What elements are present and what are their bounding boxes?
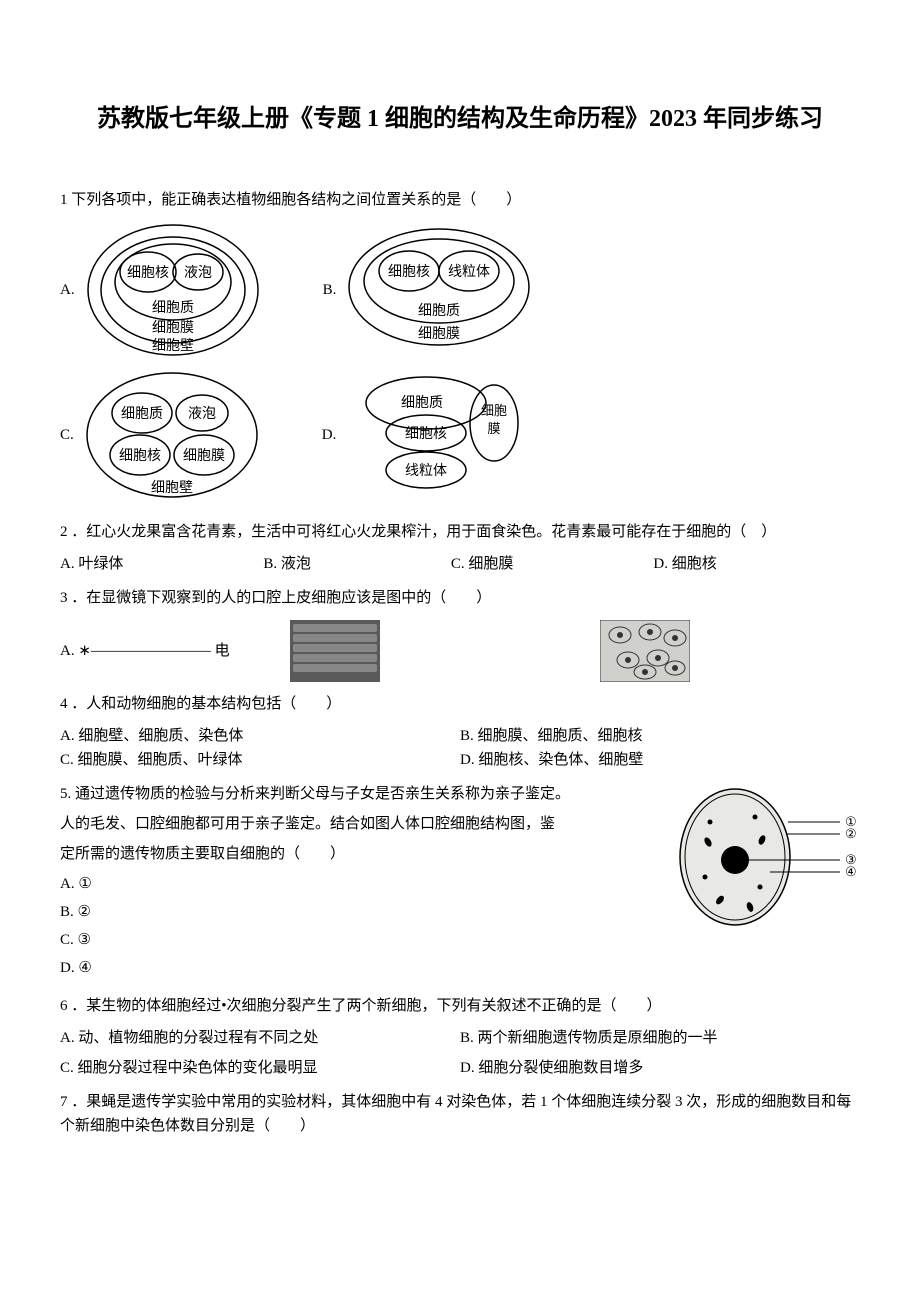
label-2: ②	[845, 826, 857, 841]
q1-option-a: A. 细胞核 液泡 细胞质 细胞膜 细胞壁	[60, 220, 263, 360]
question-2: 2 ．红心火龙果富含花青素，生活中可将红心火龙果榨汁，用于面食染色。花青素最可能…	[60, 520, 860, 576]
cell-diagram-a: 细胞核 液泡 细胞质 细胞膜 细胞壁	[83, 220, 263, 360]
q7-text: 7 ．果蝇是遗传学实验中常用的实验材料，其体细胞中有 4 对染色体，若 1 个体…	[60, 1090, 860, 1138]
text-nucleus: 细胞核	[388, 264, 430, 280]
q2-opt-c: C. 细胞膜	[451, 552, 514, 576]
q4-opt-d: D. 细胞核、染色体、细胞壁	[460, 748, 860, 772]
cell-diagram-d: 细胞质 细胞 膜 细胞核 线粒体	[344, 365, 534, 505]
text-membrane: 细胞膜	[152, 320, 194, 336]
q1-option-b: B. 细胞核 线粒体 细胞质 细胞膜	[323, 220, 535, 360]
question-6: 6 ．某生物的体细胞经过•次细胞分裂产生了两个新细胞，下列有关叙述不正确的是（ …	[60, 994, 860, 1080]
text-cytoplasm: 细胞质	[401, 395, 443, 411]
option-label-c: C.	[60, 423, 74, 447]
q3-image-d	[600, 620, 690, 682]
q6-opt-c: C. 细胞分裂过程中染色体的变化最明显	[60, 1056, 460, 1080]
q6-text: 6 ．某生物的体细胞经过•次细胞分裂产生了两个新细胞，下列有关叙述不正确的是（ …	[60, 994, 860, 1018]
text-wall: 细胞壁	[152, 338, 194, 354]
label-4: ④	[845, 864, 857, 879]
question-1: 1 下列各项中，能正确表达植物细胞各结构之间位置关系的是（ ） A. 细胞核 液…	[60, 188, 860, 510]
q4-opt-b: B. 细胞膜、细胞质、细胞核	[460, 724, 860, 748]
question-3: 3 ．在显微镜下观察到的人的口腔上皮细胞应该是图中的（ ） A. ∗——————…	[60, 586, 860, 682]
text-membrane-2: 膜	[488, 421, 501, 436]
text-mito: 线粒体	[405, 463, 447, 479]
question-5: 5. 通过遗传物质的检验与分析来判断父母与子女是否亲生关系称为亲子鉴定。 人的毛…	[60, 782, 860, 984]
option-label-b: B.	[323, 278, 337, 302]
text-vacuole: 液泡	[188, 406, 216, 422]
q2-opt-b: B. 液泡	[263, 552, 311, 576]
q4-text: 4 ．人和动物细胞的基本结构包括（ ）	[60, 692, 860, 716]
text-nucleus: 细胞核	[405, 426, 447, 442]
q2-text: 2 ．红心火龙果富含花青素，生活中可将红心火龙果榨汁，用于面食染色。花青素最可能…	[60, 520, 860, 544]
text-mito: 线粒体	[448, 264, 490, 280]
q1-text: 1 下列各项中，能正确表达植物细胞各结构之间位置关系的是（ ）	[60, 188, 860, 212]
text-membrane: 细胞膜	[418, 326, 460, 342]
page-title: 苏教版七年级上册《专题 1 细胞的结构及生命历程》2023 年同步练习	[60, 100, 860, 138]
q1-option-d: D. 细胞质 细胞 膜 细胞核 线粒体	[322, 365, 535, 505]
q5-opt-c: C. ③	[60, 928, 640, 952]
q5-cell-figure: ① ② ③ ④	[660, 782, 860, 932]
text-membrane-1: 细胞	[481, 403, 507, 418]
q4-opt-a: A. 细胞壁、细胞质、染色体	[60, 724, 460, 748]
q6-opt-b: B. 两个新细胞遗传物质是原细胞的一半	[460, 1026, 860, 1050]
text-cytoplasm: 细胞质	[418, 303, 460, 319]
text-vacuole: 液泡	[184, 265, 212, 281]
q5-opt-d: D. ④	[60, 956, 640, 980]
text-nucleus: 细胞核	[127, 265, 169, 281]
q6-opt-a: A. 动、植物细胞的分裂过程有不同之处	[60, 1026, 460, 1050]
question-7: 7 ．果蝇是遗传学实验中常用的实验材料，其体细胞中有 4 对染色体，若 1 个体…	[60, 1090, 860, 1138]
question-4: 4 ．人和动物细胞的基本结构包括（ ） A. 细胞壁、细胞质、染色体 B. 细胞…	[60, 692, 860, 772]
q1-option-c: C. 细胞质 液泡 细胞核 细胞膜 细胞壁	[60, 365, 262, 505]
option-label-a: A.	[60, 278, 75, 302]
q2-opt-d: D. 细胞核	[653, 552, 716, 576]
q3-text: 3 ．在显微镜下观察到的人的口腔上皮细胞应该是图中的（ ）	[60, 586, 860, 610]
text-wall: 细胞壁	[151, 480, 193, 496]
q2-opt-a: A. 叶绿体	[60, 552, 123, 576]
q6-opt-d: D. 细胞分裂使细胞数目增多	[460, 1056, 860, 1080]
q5-line2: 人的毛发、口腔细胞都可用于亲子鉴定。结合如图人体口腔细胞结构图，鉴	[60, 812, 640, 836]
cell-diagram-c: 细胞质 液泡 细胞核 细胞膜 细胞壁	[82, 365, 262, 505]
q5-opt-a: A. ①	[60, 872, 640, 896]
q5-line1: 5. 通过遗传物质的检验与分析来判断父母与子女是否亲生关系称为亲子鉴定。	[60, 782, 640, 806]
q3-image-b	[290, 620, 380, 682]
q3-opt-a: A. ∗———————— 电	[60, 639, 230, 663]
text-cytoplasm: 细胞质	[152, 300, 194, 316]
option-label-d: D.	[322, 423, 337, 447]
cell-diagram-b: 细胞核 线粒体 细胞质 细胞膜	[344, 225, 534, 355]
q4-opt-c: C. 细胞膜、细胞质、叶绿体	[60, 748, 460, 772]
text-nucleus: 细胞核	[119, 448, 161, 464]
text-membrane: 细胞膜	[183, 448, 225, 464]
text-cytoplasm: 细胞质	[121, 406, 163, 422]
q5-line3: 定所需的遗传物质主要取自细胞的（ ）	[60, 842, 640, 866]
q5-opt-b: B. ②	[60, 900, 640, 924]
